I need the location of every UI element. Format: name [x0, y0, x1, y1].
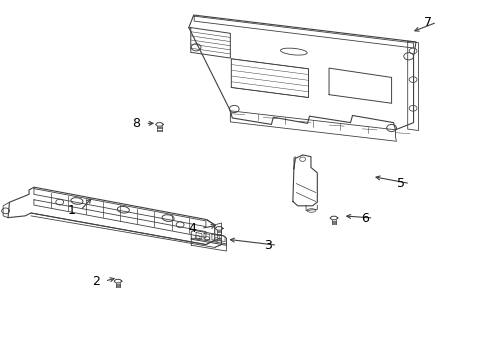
Text: 2: 2: [92, 275, 100, 288]
Text: 1: 1: [68, 204, 75, 217]
Text: 6: 6: [361, 212, 368, 225]
Text: 3: 3: [265, 239, 272, 252]
Text: 4: 4: [188, 222, 196, 235]
Text: 8: 8: [132, 117, 141, 130]
Text: 7: 7: [424, 16, 432, 29]
Text: 5: 5: [397, 177, 405, 190]
